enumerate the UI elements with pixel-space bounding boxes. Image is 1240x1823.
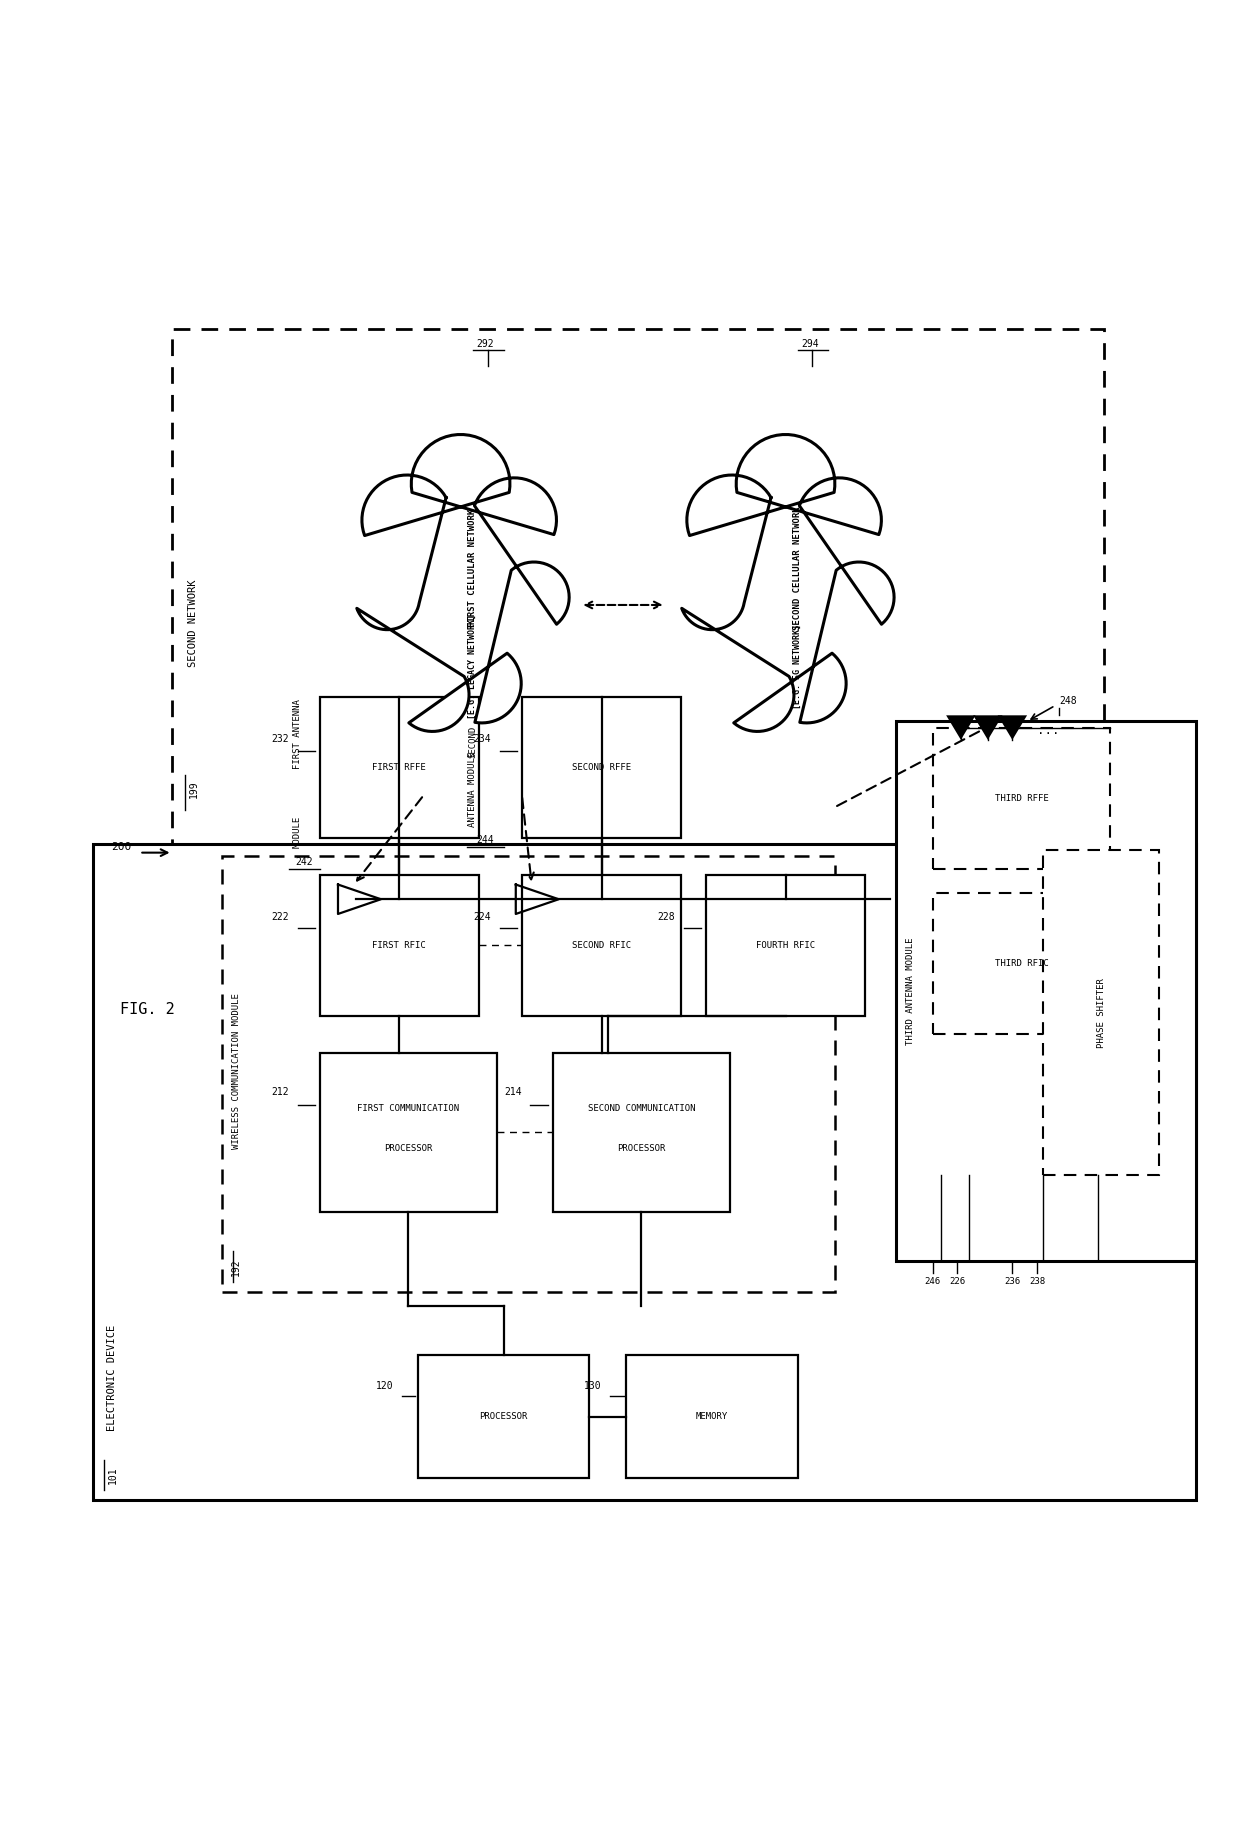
Text: MEMORY: MEMORY bbox=[696, 1413, 728, 1422]
Text: SECOND RFIC: SECOND RFIC bbox=[572, 941, 631, 950]
Polygon shape bbox=[946, 715, 976, 740]
Bar bbox=[1043, 850, 1159, 1176]
Text: FIRST CELLULAR NETWORK: FIRST CELLULAR NETWORK bbox=[469, 509, 477, 627]
Text: FIRST COMMUNICATION: FIRST COMMUNICATION bbox=[357, 1103, 460, 1112]
Text: THIRD RFIC: THIRD RFIC bbox=[994, 959, 1049, 968]
Polygon shape bbox=[682, 434, 894, 731]
Text: SECOND RFFE: SECOND RFFE bbox=[572, 764, 631, 771]
Text: FIRST RFIC: FIRST RFIC bbox=[372, 941, 427, 950]
Text: MODULE: MODULE bbox=[293, 815, 303, 848]
Text: PROCESSOR: PROCESSOR bbox=[384, 1143, 433, 1152]
Text: FIG. 2: FIG. 2 bbox=[120, 1003, 175, 1017]
Text: 234: 234 bbox=[474, 735, 491, 744]
Text: 200: 200 bbox=[112, 842, 131, 851]
Text: 130: 130 bbox=[584, 1382, 601, 1391]
Bar bbox=[522, 696, 681, 839]
Text: SECOND NETWORK: SECOND NETWORK bbox=[188, 580, 198, 667]
Text: FOURTH RFIC: FOURTH RFIC bbox=[756, 941, 815, 950]
Text: 226: 226 bbox=[949, 1278, 965, 1287]
Text: SECOND CELLULAR NETWORK: SECOND CELLULAR NETWORK bbox=[794, 507, 802, 631]
Text: 199: 199 bbox=[188, 780, 198, 798]
Text: ANTENNA MODULE: ANTENNA MODULE bbox=[469, 751, 477, 826]
Text: 101: 101 bbox=[108, 1468, 118, 1484]
Polygon shape bbox=[998, 715, 1027, 740]
Bar bbox=[932, 727, 1111, 868]
Bar bbox=[320, 696, 479, 839]
Bar bbox=[626, 1354, 797, 1478]
Bar bbox=[418, 1354, 589, 1478]
Text: [E.G. LEGACY NETWORK]: [E.G. LEGACY NETWORK] bbox=[469, 614, 477, 718]
Text: 192: 192 bbox=[231, 1258, 242, 1276]
Text: 294: 294 bbox=[801, 339, 818, 348]
Text: ...: ... bbox=[1037, 724, 1059, 736]
Text: 232: 232 bbox=[272, 735, 289, 744]
Text: PHASE SHIFTER: PHASE SHIFTER bbox=[1096, 977, 1106, 1048]
Text: THIRD RFFE: THIRD RFFE bbox=[994, 793, 1049, 802]
Polygon shape bbox=[357, 434, 569, 731]
Text: FIRST RFFE: FIRST RFFE bbox=[372, 764, 427, 771]
Bar bbox=[895, 722, 1197, 1262]
Text: 212: 212 bbox=[272, 1087, 289, 1097]
Text: 244: 244 bbox=[476, 835, 494, 846]
Text: 242: 242 bbox=[295, 857, 312, 868]
Text: 246: 246 bbox=[925, 1278, 941, 1287]
Text: [E.G. 5G NETWORK]: [E.G. 5G NETWORK] bbox=[794, 623, 802, 709]
Text: PROCESSOR: PROCESSOR bbox=[480, 1413, 528, 1422]
Bar bbox=[522, 875, 681, 1015]
Text: SECOND: SECOND bbox=[469, 726, 477, 758]
Text: WIRELESS COMMUNICATION MODULE: WIRELESS COMMUNICATION MODULE bbox=[232, 994, 241, 1148]
Bar bbox=[553, 1052, 730, 1212]
Text: 224: 224 bbox=[474, 912, 491, 922]
Bar bbox=[706, 875, 866, 1015]
Bar bbox=[222, 857, 835, 1291]
Text: 236: 236 bbox=[1004, 1278, 1021, 1287]
Text: PROCESSOR: PROCESSOR bbox=[618, 1143, 666, 1152]
Text: ELECTRONIC DEVICE: ELECTRONIC DEVICE bbox=[108, 1323, 118, 1431]
Bar bbox=[93, 844, 1197, 1500]
Bar bbox=[320, 1052, 497, 1212]
Bar bbox=[320, 875, 479, 1015]
Text: 120: 120 bbox=[376, 1382, 393, 1391]
Text: SECOND COMMUNICATION: SECOND COMMUNICATION bbox=[588, 1103, 696, 1112]
Polygon shape bbox=[973, 715, 1003, 740]
Bar bbox=[172, 330, 1105, 844]
Text: THIRD ANTENNA MODULE: THIRD ANTENNA MODULE bbox=[906, 937, 915, 1045]
Text: FIRST ANTENNA: FIRST ANTENNA bbox=[293, 698, 303, 769]
Text: 222: 222 bbox=[272, 912, 289, 922]
Text: 292: 292 bbox=[476, 339, 494, 348]
Text: 248: 248 bbox=[1059, 696, 1076, 706]
Text: 228: 228 bbox=[657, 912, 675, 922]
Text: 214: 214 bbox=[505, 1087, 522, 1097]
Bar bbox=[932, 893, 1111, 1034]
Text: 238: 238 bbox=[1029, 1278, 1045, 1287]
